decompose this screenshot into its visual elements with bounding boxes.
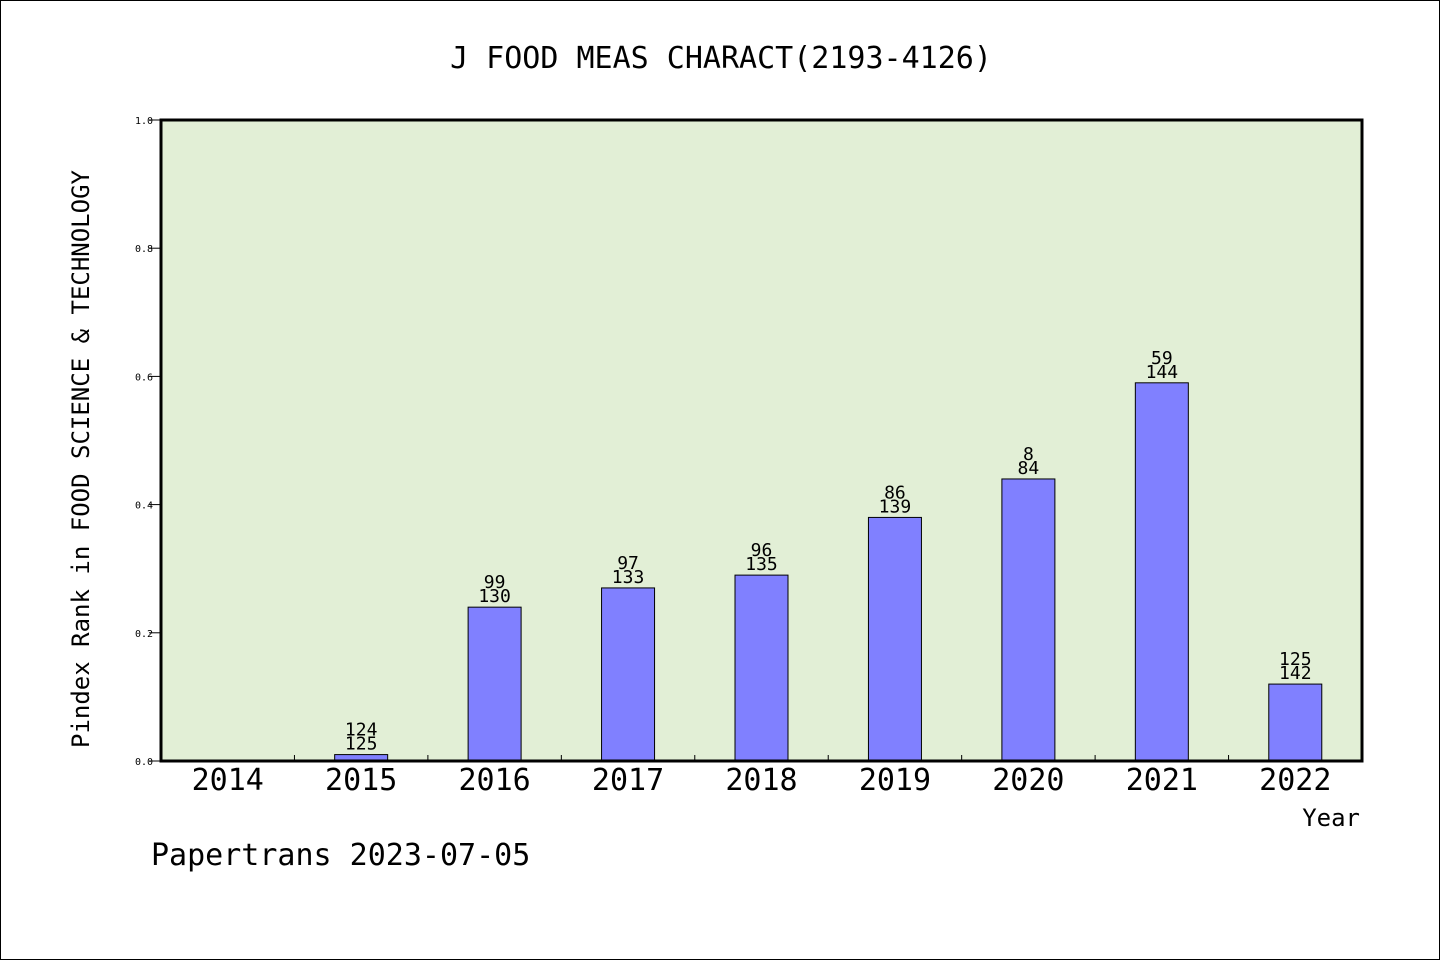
bar-label-bottom: 135: [745, 554, 778, 575]
y-tick-label: 1.0: [135, 116, 153, 127]
x-tick-label: 2015: [325, 763, 397, 798]
chart-title: J FOOD MEAS CHARACT(2193-4126): [450, 41, 992, 76]
plot-border: [159, 118, 1364, 763]
bar-2022: [1268, 683, 1323, 762]
x-tick-label: 2022: [1259, 763, 1331, 798]
x-axis-label: Year: [1302, 804, 1360, 832]
bar-label-top: 125: [1279, 649, 1312, 670]
bar-label-top: 86: [884, 482, 906, 503]
bar-label-top: 97: [617, 553, 639, 574]
y-tick-label: 0.2: [135, 629, 153, 640]
bar-label-top: 8: [1023, 444, 1034, 465]
x-tick-label: 2020: [992, 763, 1064, 798]
bar-2020: [1001, 478, 1056, 762]
bar-label-bottom: 125: [345, 734, 378, 755]
bar-label-top: 99: [484, 572, 506, 593]
bar-2018: [734, 574, 789, 762]
footer-credit: Papertrans 2023-07-05: [151, 838, 530, 873]
bar-label-top: 59: [1151, 348, 1173, 369]
bar-2021: [1134, 382, 1189, 762]
bar-label-bottom: 144: [1146, 362, 1179, 383]
y-tick-label: 0.0: [135, 757, 153, 768]
y-tick-label: 0.6: [135, 372, 153, 383]
bar-label-bottom: 130: [478, 586, 511, 607]
bar-label-bottom: 142: [1279, 663, 1312, 684]
y-tick-label: 0.4: [135, 501, 153, 512]
bar-2016: [467, 606, 522, 762]
bar-label-top: 124: [345, 720, 378, 741]
bar-2017: [601, 587, 656, 762]
bar-label-bottom: 139: [879, 496, 912, 517]
bar-2019: [867, 516, 922, 762]
y-axis: 0.0 0.2 0.4 0.6 0.8 1.0: [135, 116, 161, 768]
x-axis: 2014 2015 2016 2017 2018 2019 2020 2021 2022: [192, 755, 1331, 798]
y-tick-label: 0.8: [135, 244, 153, 255]
x-tick-label: 2016: [458, 763, 530, 798]
x-tick-label: 2021: [1126, 763, 1198, 798]
bar-label-top: 96: [751, 540, 773, 561]
x-tick-label: 2018: [725, 763, 797, 798]
x-tick-label: 2019: [859, 763, 931, 798]
bar-label-bottom: 133: [612, 567, 645, 588]
x-tick-label: 2014: [192, 763, 264, 798]
x-tick-label: 2017: [592, 763, 664, 798]
y-axis-label: Pindex Rank in FOOD SCIENCE & TECHNOLOGY: [67, 169, 95, 748]
bar-label-bottom: 84: [1018, 458, 1040, 479]
